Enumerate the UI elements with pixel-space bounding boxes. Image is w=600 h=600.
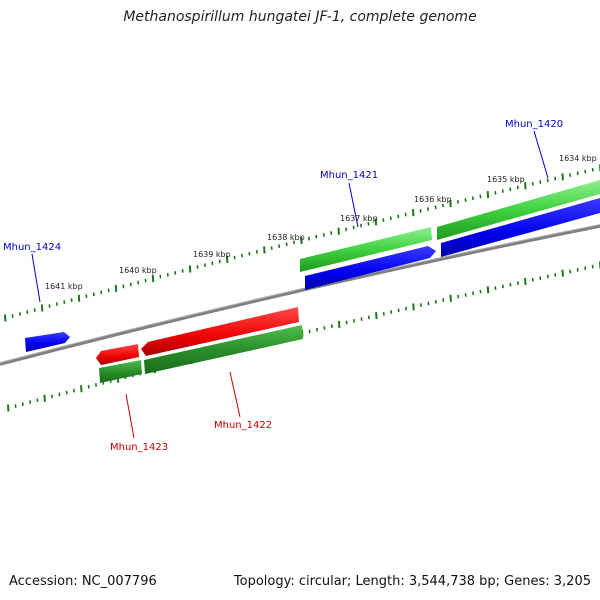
- map-title: Methanospirillum hungatei JF-1, complete…: [123, 9, 477, 25]
- gene-label-mhun-1421[interactable]: Mhun_1421: [320, 170, 378, 181]
- ruler-label-1639: 1639 kbp: [193, 250, 231, 259]
- gene-arrow-mhun-1421[interactable]: [305, 246, 436, 290]
- cds-mhun-1423[interactable]: [99, 360, 142, 383]
- cds-mhun-1422[interactable]: [144, 325, 303, 374]
- ruler-label-1637: 1637 kbp: [340, 214, 378, 223]
- gene-label-mhun-1423[interactable]: Mhun_1423: [110, 442, 168, 453]
- cds-mhun-1421[interactable]: [300, 227, 432, 272]
- topology-summary: Topology: circular; Length: 3,544,738 bp…: [233, 574, 591, 589]
- ruler-label-1640: 1640 kbp: [119, 266, 157, 275]
- leader-line-mhun-1422: [229, 371, 241, 418]
- leader-line-mhun-1423: [125, 393, 135, 439]
- gene-label-mhun-1420[interactable]: Mhun_1420: [505, 119, 563, 130]
- ruler-label-1635: 1635 kbp: [487, 175, 525, 184]
- leader-line-mhun-1424: [31, 253, 41, 303]
- accession-label: Accession: NC_007796: [9, 574, 157, 589]
- gene-arrow-mhun-1424[interactable]: [25, 332, 70, 352]
- cds-mhun-1420[interactable]: [437, 180, 600, 240]
- gene-arrow-mhun-1420[interactable]: [441, 198, 600, 257]
- leader-line-mhun-1421: [348, 182, 359, 228]
- ruler-label-1636: 1636 kbp: [414, 195, 452, 204]
- genome-backbone-highlight: [0, 224, 600, 363]
- gene-arrow-mhun-1422[interactable]: [141, 307, 299, 356]
- leader-line-mhun-1420: [533, 130, 549, 179]
- gene-label-mhun-1422[interactable]: Mhun_1422: [214, 420, 272, 431]
- ruler-label-1638: 1638 kbp: [267, 233, 305, 242]
- inner-ruler-ticks: [7, 261, 600, 412]
- gene-label-mhun-1424[interactable]: Mhun_1424: [3, 242, 61, 253]
- ruler-label-1634: 1634 kbp: [559, 154, 597, 163]
- ruler-label-1641: 1641 kbp: [45, 282, 83, 291]
- genome-backbone: [0, 224, 600, 366]
- outer-ruler-ticks: [4, 164, 600, 322]
- gene-arrow-mhun-1423[interactable]: [96, 344, 139, 365]
